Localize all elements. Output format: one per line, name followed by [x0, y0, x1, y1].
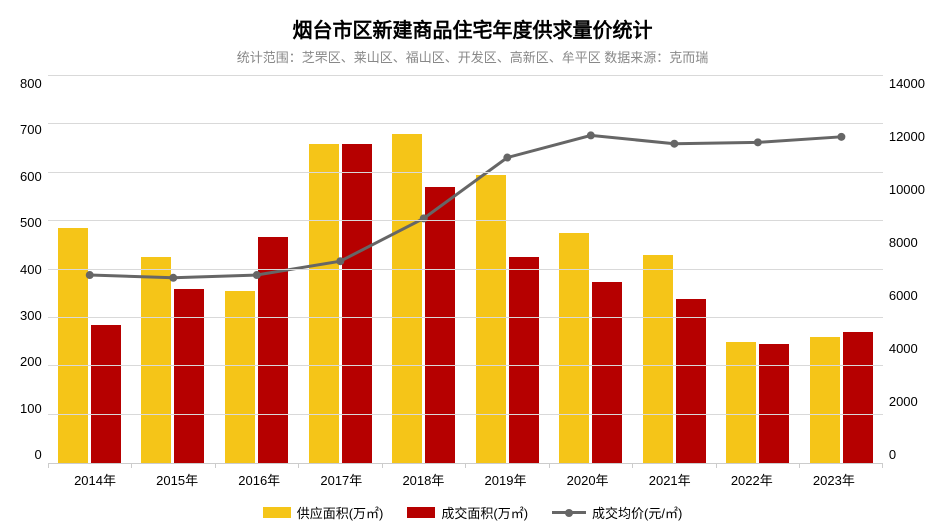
y-right-tick: 14000 — [889, 76, 925, 91]
y-left-tick: 400 — [20, 262, 42, 277]
bar-group — [131, 76, 215, 463]
supply-bar — [309, 144, 339, 463]
x-tick — [882, 463, 883, 468]
bar-group — [215, 76, 299, 463]
chart-subtitle: 统计范围：芝罘区、莱山区、福山区、开发区、高新区、牟平区 数据来源：克而瑞 — [20, 47, 925, 66]
x-tick — [549, 463, 550, 468]
chart-title: 烟台市区新建商品住宅年度供求量价统计 — [20, 14, 925, 43]
bar-group — [799, 76, 883, 463]
x-tick — [215, 463, 216, 468]
x-axis-label: 2019年 — [464, 470, 546, 489]
sold-bar — [843, 332, 873, 463]
y-left-tick: 600 — [20, 169, 42, 184]
y-left-tick: 0 — [34, 447, 41, 462]
sold-bar — [258, 237, 288, 463]
gridline — [48, 220, 883, 221]
x-axis-label: 2014年 — [54, 470, 136, 489]
x-axis-label: 2021年 — [629, 470, 711, 489]
supply-bar — [810, 337, 840, 463]
bar-group — [632, 76, 716, 463]
sold-bar — [174, 289, 204, 463]
supply-bar — [643, 255, 673, 463]
x-tick — [382, 463, 383, 468]
y-left-tick: 800 — [20, 76, 42, 91]
y-right-tick: 8000 — [889, 235, 918, 250]
x-axis-label: 2018年 — [382, 470, 464, 489]
y-left-tick: 500 — [20, 215, 42, 230]
x-tick — [632, 463, 633, 468]
supply-bar — [726, 342, 756, 463]
y-right-tick: 6000 — [889, 288, 918, 303]
x-axis-label: 2022年 — [711, 470, 793, 489]
legend-item-supply: 供应面积(万㎡) — [263, 503, 384, 522]
y-left-tick: 300 — [20, 308, 42, 323]
bar-group — [716, 76, 800, 463]
y-right-tick: 12000 — [889, 129, 925, 144]
y-left-tick: 700 — [20, 122, 42, 137]
y-axis-left: 0 100 200 300 400 500 600 700 800 — [20, 76, 48, 464]
x-tick — [298, 463, 299, 468]
legend-swatch-icon — [407, 507, 435, 518]
bar-group — [298, 76, 382, 463]
x-tick — [48, 463, 49, 468]
bar-group — [549, 76, 633, 463]
chart-container: 烟台市区新建商品住宅年度供求量价统计 统计范围：芝罘区、莱山区、福山区、开发区、… — [0, 0, 945, 532]
legend-label: 成交均价(元/㎡) — [592, 503, 682, 522]
y-right-tick: 4000 — [889, 341, 918, 356]
supply-bar — [58, 228, 88, 463]
gridline — [48, 172, 883, 173]
gridline — [48, 75, 883, 76]
legend-item-price: 成交均价(元/㎡) — [552, 503, 682, 522]
gridline — [48, 317, 883, 318]
legend-item-sold: 成交面积(万㎡) — [407, 503, 528, 522]
plot-area — [48, 76, 883, 464]
legend-swatch-icon — [263, 507, 291, 518]
sold-bar — [91, 325, 121, 463]
gridline — [48, 414, 883, 415]
legend-label: 成交面积(万㎡) — [441, 503, 528, 522]
gridline — [48, 123, 883, 124]
bar-group — [465, 76, 549, 463]
plot-row: 0 100 200 300 400 500 600 700 800 0 2000 4000 6000 8… — [20, 76, 925, 464]
bar-group — [382, 76, 466, 463]
y-right-tick: 0 — [889, 447, 896, 462]
bar-groups — [48, 76, 883, 463]
x-axis-label: 2016年 — [218, 470, 300, 489]
sold-bar — [509, 257, 539, 463]
bar-group — [48, 76, 132, 463]
supply-bar — [141, 257, 171, 463]
x-axis-label: 2020年 — [547, 470, 629, 489]
legend-line-icon — [552, 506, 586, 520]
gridline — [48, 269, 883, 270]
sold-bar — [676, 299, 706, 463]
x-axis-label: 2017年 — [300, 470, 382, 489]
y-left-tick: 100 — [20, 401, 42, 416]
sold-bar — [425, 187, 455, 463]
sold-bar — [592, 282, 622, 463]
y-left-tick: 200 — [20, 354, 42, 369]
x-tick — [799, 463, 800, 468]
y-right-tick: 10000 — [889, 182, 925, 197]
x-axis: 2014年2015年2016年2017年2018年2019年2020年2021年… — [20, 470, 925, 489]
x-axis-label: 2023年 — [793, 470, 875, 489]
y-right-tick: 2000 — [889, 394, 918, 409]
sold-bar — [759, 344, 789, 463]
y-axis-right: 0 2000 4000 6000 8000 10000 12000 14000 — [883, 76, 925, 464]
x-axis-label: 2015年 — [136, 470, 218, 489]
x-tick — [465, 463, 466, 468]
x-tick — [716, 463, 717, 468]
gridline — [48, 365, 883, 366]
sold-bar — [342, 144, 372, 463]
legend-label: 供应面积(万㎡) — [297, 503, 384, 522]
x-tick — [131, 463, 132, 468]
supply-bar — [476, 175, 506, 463]
legend: 供应面积(万㎡) 成交面积(万㎡) 成交均价(元/㎡) — [20, 503, 925, 522]
